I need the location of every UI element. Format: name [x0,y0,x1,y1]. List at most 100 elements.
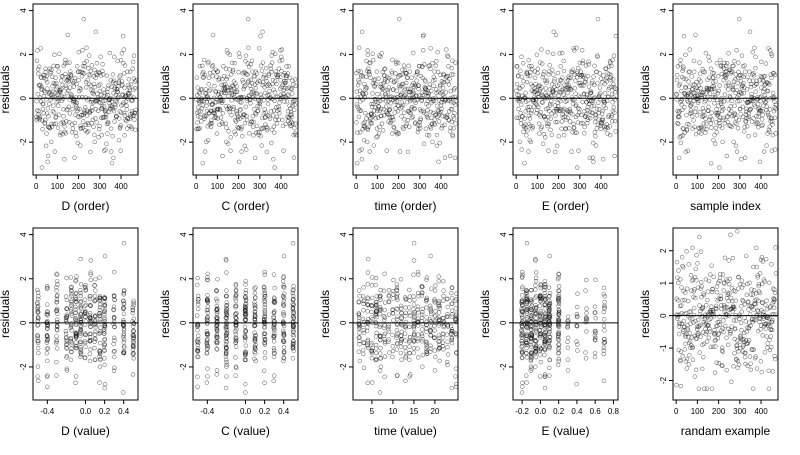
data-point [78,354,83,360]
data-point [35,345,41,351]
data-point [412,311,417,317]
data-point [233,293,238,299]
data-point [121,349,127,354]
data-point [704,303,709,308]
data-point [518,86,523,91]
data-point [453,374,458,379]
data-point [738,320,744,325]
data-point [763,61,769,66]
data-point [773,131,778,136]
data-point [253,342,258,348]
data-point [727,281,732,287]
data-point [426,133,432,138]
data-point [87,358,93,364]
data-point [586,59,591,65]
data-point [374,302,379,307]
data-point [555,70,561,76]
data-point [416,83,421,88]
data-point [124,103,129,108]
data-point [574,314,580,320]
data-point [93,116,98,121]
data-point [361,365,367,371]
data-point [261,98,267,103]
data-point [102,385,107,391]
data-point [557,51,562,56]
data-point [205,343,210,349]
data-point [704,126,709,132]
data-point [545,121,550,126]
data-point [271,339,277,344]
data-point [228,135,233,140]
data-point [121,332,126,338]
data-point [92,84,98,90]
data-point [399,310,404,315]
data-point [54,341,59,346]
data-point [101,331,107,336]
data-point [381,85,386,91]
data-point [97,275,102,280]
data-point [68,323,74,329]
data-point [428,303,433,309]
data-point [593,310,598,315]
data-point [57,132,63,138]
x-tick-label: 0.0 [240,407,252,416]
data-point [696,386,702,391]
data-point [395,108,401,114]
data-point [69,284,74,290]
data-point [356,68,361,74]
data-point [600,157,606,162]
data-point [131,321,137,326]
data-point [447,76,452,82]
data-point [62,124,67,129]
data-point [58,87,63,93]
data-point [92,67,97,73]
data-point [64,368,70,373]
data-point [687,339,693,344]
data-point [449,308,455,313]
data-point [441,80,446,85]
data-point [685,327,691,333]
data-point [440,315,446,321]
data-point [286,93,291,98]
data-point [449,119,454,125]
data-point [684,249,689,254]
data-point [679,285,684,290]
data-point [370,57,376,63]
data-point [742,315,747,320]
data-point [731,79,737,84]
x-tick-label: 0 [34,182,39,191]
data-point [552,79,557,84]
data-point [234,310,239,316]
data-point [195,384,200,389]
data-point [436,300,442,306]
data-point [528,344,534,350]
data-point [272,90,278,95]
data-point [214,288,219,293]
data-point [118,57,124,63]
data-point [78,126,84,131]
data-point [542,293,548,299]
data-point [403,92,408,97]
data-point [584,277,589,283]
data-point [101,115,106,120]
data-point [280,117,285,123]
data-point [44,374,50,380]
data-point [253,306,258,311]
data-point [756,281,762,287]
data-point [734,87,740,93]
data-point [569,96,575,102]
data-point [424,344,430,349]
data-point [272,98,277,104]
data-point [773,245,778,250]
data-point [76,95,82,100]
data-point [525,105,530,110]
data-point [261,368,267,373]
data-point [722,121,727,126]
data-point [688,108,694,113]
data-point [716,361,722,366]
data-point [281,323,287,329]
data-point [683,290,688,295]
data-point [261,331,267,336]
data-point [218,97,223,102]
data-point [729,379,734,385]
